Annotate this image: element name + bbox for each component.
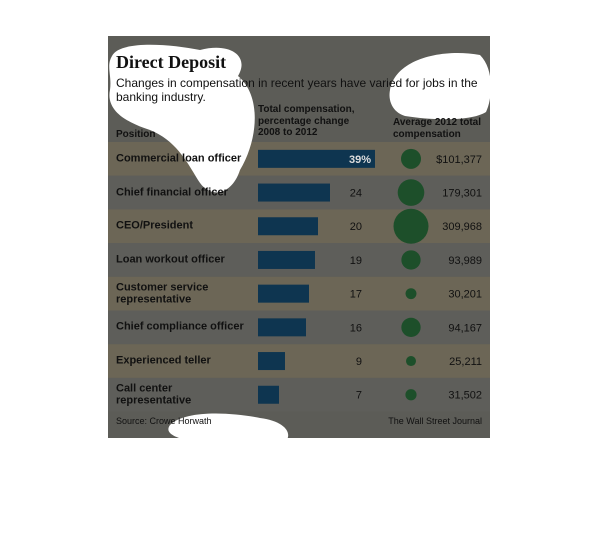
value-label: 7 <box>356 390 362 402</box>
value-label: 9 <box>356 356 362 368</box>
value-label: 309,968 <box>442 221 482 233</box>
category-label: Call center representative <box>116 382 192 407</box>
value-label: 31,502 <box>448 390 482 402</box>
category-label: Chief financial officer <box>116 186 228 199</box>
bar <box>258 250 315 269</box>
white-blobs <box>109 44 491 449</box>
column-header: Position <box>116 129 156 140</box>
value-label: 39% <box>349 154 371 166</box>
category-label: Commercial loan officer <box>116 152 242 165</box>
column-header: Total compensation, percentage change 20… <box>258 104 355 138</box>
value-label: 16 <box>350 322 362 334</box>
bubble <box>401 317 421 337</box>
value-label: 30,201 <box>448 289 482 301</box>
bar <box>258 149 375 168</box>
column-header: Average 2012 total compensation <box>393 117 482 140</box>
value-label: 25,211 <box>449 356 482 368</box>
value-label: 94,167 <box>448 322 482 334</box>
value-label: 24 <box>350 187 362 199</box>
value-label: 93,989 <box>448 255 482 267</box>
bubble <box>406 356 416 367</box>
title: Direct Deposit <box>116 52 227 72</box>
value-label: 17 <box>350 289 362 301</box>
bar <box>258 284 309 303</box>
row-background <box>108 377 490 412</box>
bubble <box>405 288 417 300</box>
source: Source: Crowe Horwath <box>116 416 212 426</box>
category-label: Chief compliance officer <box>116 321 244 334</box>
subtitle: Changes in compensation in recent years … <box>116 76 478 104</box>
value-label: 20 <box>350 221 362 233</box>
bar <box>258 352 285 371</box>
category-label: CEO/President <box>116 219 194 232</box>
bubble <box>397 179 425 206</box>
row-backgrounds <box>108 142 490 412</box>
row-background <box>108 344 490 378</box>
bar <box>258 318 306 337</box>
credit: The Wall Street Journal <box>388 416 482 426</box>
bar <box>258 385 279 404</box>
category-label: Loan workout officer <box>116 253 225 266</box>
category-label: Customer service representative <box>116 281 209 306</box>
bubble <box>400 148 422 169</box>
bar <box>258 217 318 236</box>
value-label: $101,377 <box>436 154 482 166</box>
marks: 39% $101,377 24 179,301 20 309,968 19 93,989 17 3… <box>258 148 482 404</box>
bubble <box>401 250 421 270</box>
value-label: 19 <box>350 255 362 267</box>
value-label: 179,301 <box>442 187 482 199</box>
bubble <box>405 389 417 401</box>
bubble <box>393 208 429 244</box>
bar <box>258 183 330 202</box>
category-label: Experienced teller <box>116 354 211 367</box>
